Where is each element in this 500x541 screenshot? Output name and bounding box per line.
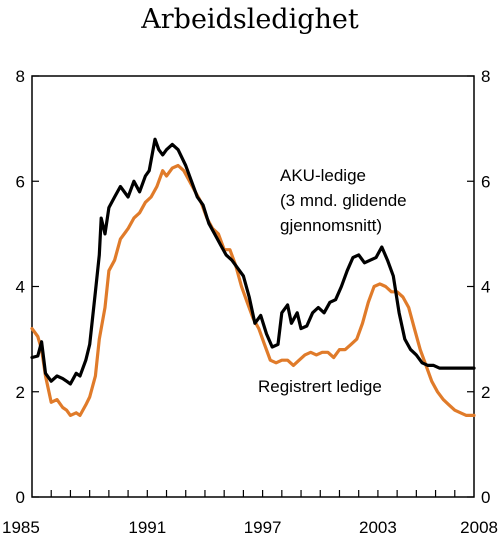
series-labels: AKU-ledige (3 mnd. glidende gjennomsnitt) R… (258, 166, 407, 396)
y-tick-label-right-2: 2 (481, 383, 490, 402)
x-tick-label-2008: 2008 (460, 518, 498, 537)
x-tick-label-1997: 1997 (244, 518, 282, 537)
aku-ledige-label-line-1: (3 mnd. glidende (280, 191, 407, 210)
x-tick-label-2003: 2003 (359, 518, 397, 537)
x-tick-label-1991: 1991 (128, 518, 166, 537)
y-tick-label-left-0: 0 (16, 488, 25, 507)
series-lines (30, 137, 476, 417)
x-tick-label-1985: 1985 (2, 518, 40, 537)
axis-ticks: 0 0 2 2 4 4 6 6 8 8 1985 1991 1997 2003 2008 (2, 67, 498, 537)
y-tick-label-right-6: 6 (481, 172, 490, 191)
y-tick-label-left-2: 2 (16, 383, 25, 402)
chart-title: Arbeidsledighet (140, 4, 359, 35)
y-tick-label-left-8: 8 (16, 67, 25, 86)
aku-ledige-label-line-0: AKU-ledige (280, 166, 366, 185)
plot-frame (31, 75, 475, 498)
y-tick-label-right-4: 4 (481, 278, 490, 297)
y-tick-label-right-8: 8 (481, 67, 490, 86)
series-line-registrert-ledige (30, 163, 476, 417)
series-line-aku-ledige (30, 137, 476, 386)
aku-ledige-label-line-2: gjennomsnitt) (280, 216, 382, 235)
y-tick-label-left-4: 4 (16, 278, 25, 297)
y-tick-label-left-6: 6 (16, 172, 25, 191)
y-tick-label-right-0: 0 (481, 488, 490, 507)
registrert-ledige-label: Registrert ledige (258, 377, 382, 396)
